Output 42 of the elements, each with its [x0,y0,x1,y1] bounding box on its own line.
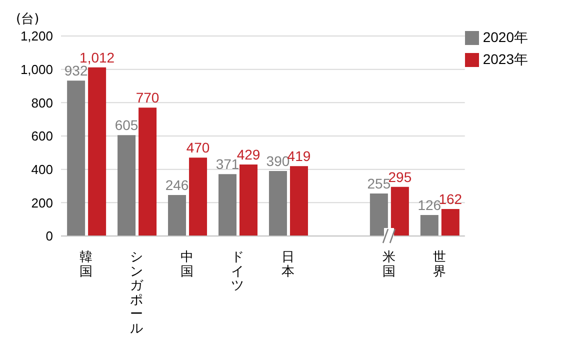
bar [138,108,157,236]
bar [218,174,236,236]
y-tick-label: 1,000 [20,62,53,77]
data-label: 1,012 [80,49,115,66]
bar [189,158,208,236]
y-tick-label: 400 [31,162,53,177]
bar [390,186,409,236]
x-tick-label: 韓国 [80,250,93,280]
bar [240,164,258,236]
x-tick-label: 米国 [382,250,396,280]
bar [168,195,186,236]
data-label: 605 [114,117,138,134]
legend-label: 2020年 [482,29,528,45]
x-tick-label: シンガポール [130,250,144,336]
y-tick-label: 200 [31,195,53,210]
data-label: 470 [186,140,210,156]
bar [118,135,136,236]
y-tick-label: 600 [31,128,53,144]
y-tick-label: 800 [31,95,53,110]
x-tick-label: ドイツ [231,250,244,294]
data-label: 255 [367,176,391,192]
data-label: 246 [165,177,189,193]
y-axis-title: (台) [16,11,40,28]
data-label: 770 [136,90,160,106]
bar [290,166,308,236]
bar [420,215,438,236]
data-label: 429 [236,146,260,162]
y-tick-label: 1,200 [20,28,53,44]
x-tick-label: 日本 [282,250,295,280]
bar [67,80,86,236]
bar [268,171,287,236]
data-label: 390 [266,153,290,169]
x-tick-label: 中国 [180,250,194,280]
data-label: 932 [64,62,88,79]
bar [441,209,460,236]
data-label: 371 [216,156,240,172]
bar [370,194,388,236]
legend-label: 2023年 [482,51,528,67]
bar [88,67,106,236]
data-label: 126 [418,197,442,213]
y-tick-label: 0 [46,228,53,244]
x-tick-label: 世界 [433,250,446,280]
